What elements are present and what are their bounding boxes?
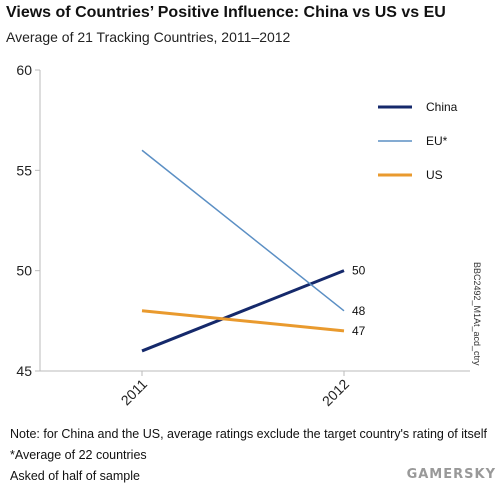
series-line [141,149,345,312]
series-line [141,269,345,353]
y-tick-label: 45 [16,363,32,379]
line-chart: 45 50 55 60 2011 2012 50 48 47 China EU* US [16,62,470,409]
chart-subtitle: Average of 21 Tracking Countries, 2011–2… [6,29,291,45]
legend-label: EU* [426,134,448,148]
note-line: Note: for China and the US, average rati… [10,427,487,441]
data-label: 50 [352,264,366,278]
chart-title: Views of Countries’ Positive Influence: … [6,4,446,21]
side-code-label: BBC2492_M1At_acd_ctry [470,262,484,382]
legend-label: US [426,168,443,182]
y-tick-label: 50 [16,263,32,279]
y-tick-label: 60 [16,62,32,78]
y-tick-label: 55 [16,162,32,178]
series-line [141,309,345,333]
watermark-logo: GAMERSKY [406,467,496,482]
notes: Note: for China and the US, average rati… [10,424,487,487]
x-tick-label: 2012 [319,376,352,409]
note-line: *Average of 22 countries [10,448,147,462]
note-line: Asked of half of sample [10,469,140,483]
x-tick-label: 2011 [118,376,151,409]
data-label: 48 [352,304,366,318]
side-code-text: BBC2492_M1At_acd_ctry [472,262,482,366]
data-label: 47 [352,324,366,338]
legend-label: China [426,100,458,114]
